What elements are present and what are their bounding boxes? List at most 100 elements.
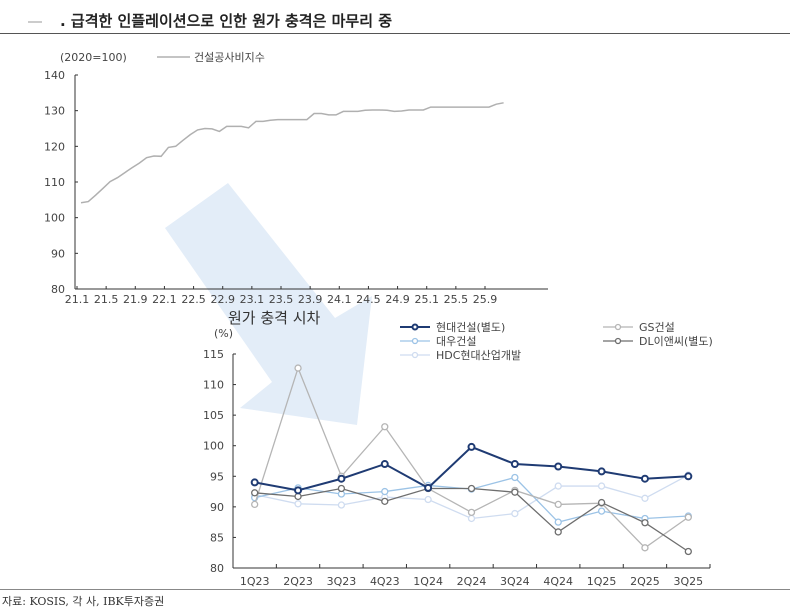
bottom-x-tick-label: 3Q25 (673, 575, 703, 588)
top-x-tick-label: 24.5 (356, 293, 381, 306)
top-x-tick-label: 21.9 (123, 293, 148, 306)
top-x-tick-label: 23.5 (269, 293, 294, 306)
legend-marker (411, 337, 419, 345)
series-3 (251, 484, 692, 556)
top-y-tick-label: 90 (51, 247, 65, 260)
data-point (554, 462, 563, 471)
data-point (684, 547, 692, 556)
data-point (554, 482, 562, 490)
page-title: . 급격한 인플레이션으로 인한 원가 충격은 마무리 중 (60, 12, 393, 30)
top-y-tick-label: 100 (44, 212, 65, 225)
legend-label: HDC현대산업개발 (436, 349, 521, 362)
bottom-unit-label: (%) (214, 327, 233, 340)
bottom-chart-title: 원가 충격 시차 (228, 309, 321, 327)
data-point (511, 509, 519, 518)
top-y-tick-label: 110 (44, 176, 65, 189)
bottom-y-tick-label: 100 (203, 440, 224, 453)
legend-marker (411, 351, 419, 359)
top-x-tick-label: 21.5 (94, 293, 119, 306)
top-y-tick-label: 120 (44, 140, 65, 153)
data-point (467, 442, 476, 451)
data-point (381, 423, 389, 431)
top-x-tick-label: 24.9 (385, 293, 410, 306)
top-x-tick-label: 23.9 (298, 293, 323, 306)
bottom-x-tick-label: 2Q25 (630, 575, 660, 588)
data-point (597, 467, 606, 476)
data-point (251, 489, 259, 497)
top-x-tick-label: 22.1 (152, 293, 177, 306)
legend-label: GS건설 (639, 321, 675, 334)
bottom-x-tick-label: 2Q24 (457, 575, 487, 588)
data-point (424, 495, 432, 504)
data-point (511, 488, 519, 496)
title-rule (0, 33, 790, 34)
data-point (511, 473, 519, 482)
bottom-y-tick-label: 80 (210, 562, 224, 575)
data-point (597, 507, 606, 515)
data-point (467, 508, 476, 517)
bottom-x-tick-label: 3Q23 (327, 575, 357, 588)
bottom-y-tick-label: 90 (210, 501, 224, 514)
bottom-y-tick-label: 95 (210, 470, 224, 483)
top-legend-label: 건설공사비지수 (194, 51, 265, 64)
data-point (641, 544, 649, 552)
data-point (250, 478, 259, 487)
data-point (251, 500, 259, 509)
legend-marker (411, 323, 419, 331)
data-point (381, 487, 389, 496)
data-point (597, 482, 606, 490)
bottom-x-tick-label: 1Q23 (240, 575, 270, 588)
top-x-tick-label: 24.1 (327, 293, 352, 306)
bottom-y-tick-label: 105 (203, 409, 224, 422)
bottom-x-tick-label: 4Q23 (370, 575, 400, 588)
legend-label: DL이앤씨(별도) (639, 335, 713, 348)
data-point (684, 472, 693, 481)
data-point (294, 492, 302, 501)
top-x-tick-label: 21.1 (65, 293, 90, 306)
data-point (467, 484, 476, 493)
arrow-decoration (165, 183, 372, 425)
top-x-tick-label: 25.9 (473, 293, 498, 306)
bottom-x-tick-label: 2Q23 (283, 575, 313, 588)
data-point (337, 484, 346, 493)
data-point (294, 486, 303, 495)
data-point (424, 483, 433, 492)
series-line (254, 445, 689, 492)
bottom-x-tick-label: 1Q25 (587, 575, 617, 588)
legend-label: 현대건설(별도) (436, 321, 505, 334)
footer-rule (0, 589, 790, 590)
data-point (294, 364, 302, 372)
top-x-tick-label: 22.9 (210, 293, 235, 306)
top-x-tick-label: 25.1 (414, 293, 439, 306)
data-point (380, 460, 389, 469)
top-unit-label: (2020=100) (60, 51, 127, 64)
data-point (684, 513, 692, 521)
data-point (554, 528, 562, 536)
construction-cost-index-line (80, 102, 504, 204)
data-point (467, 514, 476, 523)
data-point (641, 494, 649, 502)
data-point (294, 500, 302, 508)
bottom-y-tick-label: 85 (210, 531, 224, 544)
data-point (337, 501, 346, 509)
source-note: 자료: KOSIS, 각 사, IBK투자증권 (2, 595, 165, 608)
data-point (510, 460, 519, 469)
top-y-tick-label: 130 (44, 105, 65, 118)
data-point (381, 497, 389, 506)
legend-label: 대우건설 (436, 335, 476, 348)
top-y-tick-label: 140 (44, 69, 65, 82)
data-point (641, 519, 649, 527)
data-point (597, 498, 606, 507)
data-point (337, 474, 346, 483)
bottom-x-tick-label: 1Q24 (413, 575, 443, 588)
bottom-y-tick-label: 115 (203, 348, 224, 361)
bottom-x-tick-label: 3Q24 (500, 575, 530, 588)
bottom-y-tick-label: 110 (203, 379, 224, 392)
series-0 (250, 442, 693, 495)
top-x-tick-label: 23.1 (240, 293, 265, 306)
data-point (640, 474, 649, 483)
top-x-tick-label: 22.5 (181, 293, 206, 306)
data-point (554, 500, 562, 509)
legend-marker (614, 323, 622, 331)
